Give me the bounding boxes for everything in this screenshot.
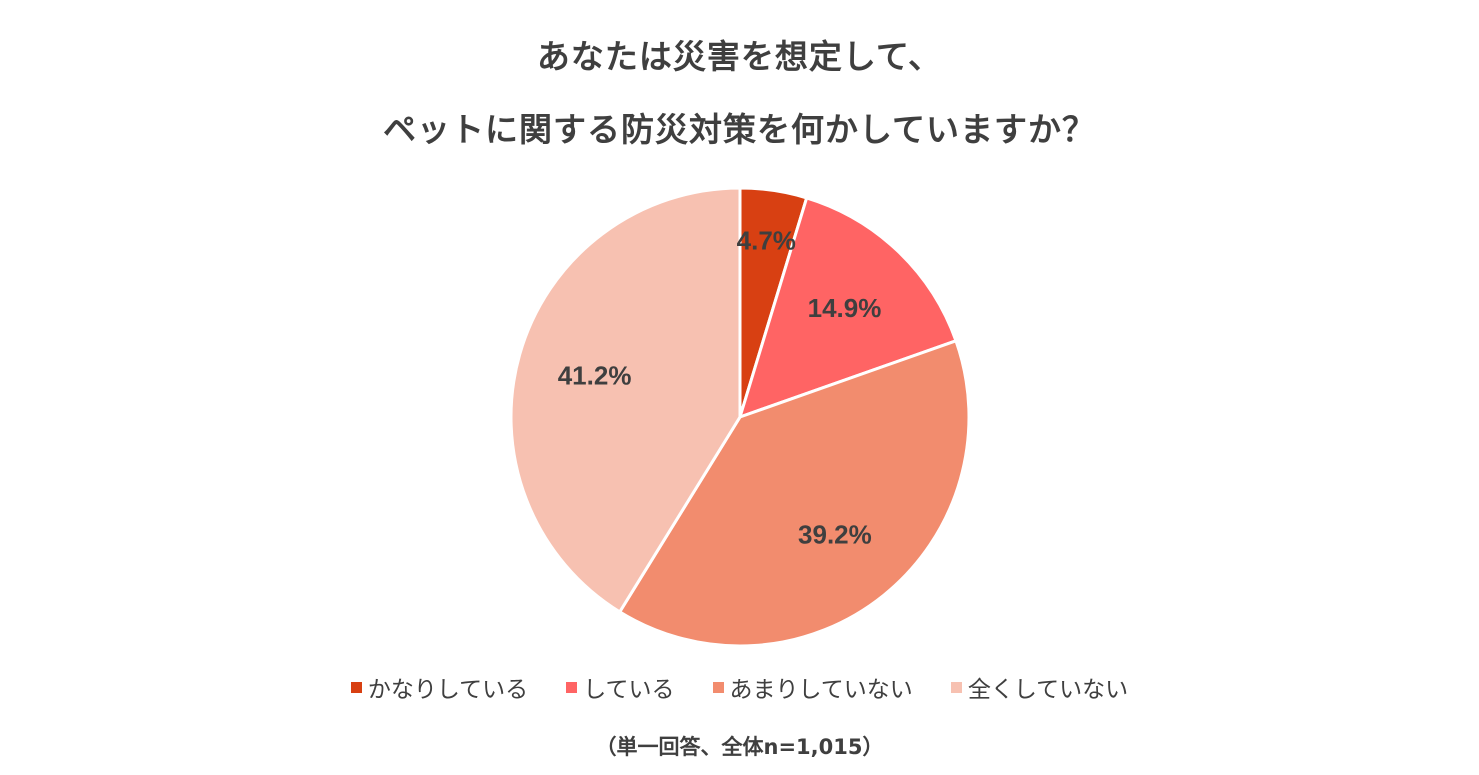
legend-label: かなりしている xyxy=(367,677,529,703)
legend-item-somewhat: している xyxy=(566,670,675,704)
chart-title-line-2: ペットに関する防災対策を何かしていますか？ xyxy=(382,110,1096,149)
pie-slice-not-much xyxy=(618,339,971,648)
legend-label: 全くしていない xyxy=(967,677,1129,703)
legend-label: している xyxy=(583,677,675,703)
legend-item-not-much: あまりしていない xyxy=(712,670,913,704)
legend-swatch xyxy=(712,681,724,693)
legend-swatch xyxy=(350,681,362,693)
data-label-somewhat: 14.9% xyxy=(808,293,882,323)
legend-swatch xyxy=(950,681,962,693)
legend-item-very-much: かなりしている xyxy=(350,670,529,704)
data-label-not-at-all: 41.2% xyxy=(558,361,632,391)
sample-footnote: （単一回答、全体n=1,015） xyxy=(595,735,884,759)
pie-slice-somewhat xyxy=(738,196,958,419)
chart-title-line-1: あなたは災害を想定して、 xyxy=(536,37,943,76)
pie-slice-not-at-all xyxy=(509,186,742,614)
legend-label: あまりしていない xyxy=(729,677,913,703)
chart-legend: かなりしている している あまりしていない 全くしていない xyxy=(0,670,1479,704)
data-label-very-much: 4.7% xyxy=(737,225,796,255)
legend-item-not-at-all: 全くしていない xyxy=(950,670,1129,704)
data-label-not-much: 39.2% xyxy=(798,520,872,550)
legend-swatch xyxy=(566,681,578,693)
